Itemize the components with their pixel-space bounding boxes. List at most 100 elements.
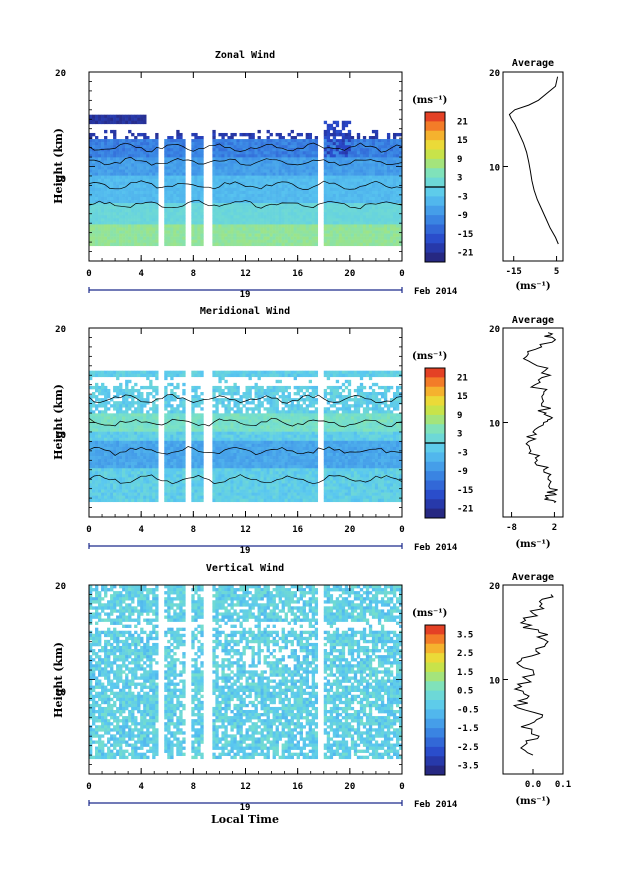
heatmap-cell (383, 166, 388, 170)
heatmap-cell (131, 200, 135, 204)
heatmap-cell (356, 154, 361, 158)
heatmap-cell (128, 227, 132, 231)
heatmap-cell (332, 178, 337, 183)
heatmap-cell (197, 151, 201, 155)
heatmap-cell (215, 148, 219, 152)
heatmap-cell (395, 154, 400, 158)
heatmap-cell (374, 224, 379, 228)
heatmap-cell (140, 242, 144, 247)
heatmap-cell (371, 221, 376, 225)
heatmap-cell (182, 236, 186, 240)
heatmap-cell (164, 419, 168, 423)
heatmap-cell (110, 465, 114, 469)
heatmap-cell (383, 215, 388, 219)
heatmap-cell (167, 209, 171, 213)
heatmap-cell (110, 477, 114, 481)
heatmap-cell (296, 242, 300, 247)
heatmap-cell (164, 440, 168, 445)
heatmap-cell (344, 196, 349, 201)
heatmap-cell (125, 401, 129, 405)
heatmap-cell (152, 373, 156, 378)
heatmap-cell (128, 196, 132, 201)
heatmap-cell (152, 215, 156, 219)
heatmap-cell (326, 212, 331, 216)
heatmap-cell (290, 196, 294, 201)
heatmap-cell (359, 236, 364, 240)
heatmap-cell (152, 486, 156, 490)
heatmap-cell (113, 483, 117, 487)
heatmap-cell (383, 203, 388, 207)
heatmap-cell (287, 209, 291, 213)
heatmap-cell (245, 242, 249, 247)
heatmap-cell (215, 178, 219, 183)
heatmap-cell (362, 178, 367, 183)
heatmap-cell (173, 151, 177, 155)
heatmap-cell (179, 434, 183, 439)
heatmap-cell (197, 422, 201, 426)
heatmap-cell (125, 178, 129, 183)
heatmap-cell (248, 193, 252, 198)
heatmap-cell (98, 446, 102, 451)
heatmap-cell (251, 212, 255, 216)
heatmap-cell (131, 233, 135, 237)
heatmap-cell (275, 200, 279, 204)
heatmap-cell (371, 193, 376, 198)
heatmap-cell (242, 169, 246, 173)
heatmap-cell (89, 425, 93, 429)
heatmap-cell (311, 227, 316, 231)
heatmap-cell (236, 187, 240, 192)
heatmap-cell (95, 471, 99, 475)
heatmap-cell (335, 221, 340, 225)
heatmap-cell (143, 428, 147, 432)
heatmap-cell (329, 233, 334, 237)
heatmap-cell (152, 419, 156, 423)
heatmap-cell (347, 184, 352, 189)
heatmap-cell (302, 166, 306, 170)
heatmap-cell (269, 178, 273, 183)
heatmap-cell (290, 209, 294, 213)
heatmap-cell (233, 151, 237, 155)
heatmap-cell (251, 233, 255, 237)
heatmap-cell (89, 376, 93, 381)
heatmap-cell (245, 193, 249, 198)
heatmap-cell (149, 230, 153, 234)
heatmap-cell (125, 233, 129, 237)
heatmap-cell (263, 139, 267, 143)
heatmap-cell (374, 175, 379, 179)
heatmap-cell (269, 218, 273, 222)
heatmap-cell (113, 190, 117, 195)
heatmap-cell (242, 193, 246, 198)
heatmap-cell (110, 480, 114, 484)
heatmap-cell (383, 169, 388, 173)
heatmap-cell (200, 157, 204, 161)
heatmap-cell (395, 193, 400, 198)
heatmap-cell (107, 498, 111, 503)
heatmap-cell (149, 169, 153, 173)
heatmap-cell (299, 169, 303, 173)
heatmap-cell (242, 172, 246, 176)
heatmap-cell (116, 446, 120, 451)
heatmap-cell (167, 410, 171, 414)
heatmap-cell (194, 190, 198, 195)
heatmap-cell (152, 196, 156, 201)
heatmap-cell (212, 132, 216, 137)
heatmap-cell (215, 370, 219, 375)
heatmap-cell (359, 166, 364, 170)
heatmap-cell (128, 379, 132, 384)
heatmap-cell (122, 492, 126, 496)
heatmap-cell (374, 218, 379, 222)
heatmap-cell (299, 175, 303, 179)
heatmap-cell (113, 242, 117, 247)
heatmap-cell (236, 239, 240, 244)
heatmap-cell (137, 193, 141, 198)
heatmap-cell (104, 498, 108, 503)
heatmap-cell (332, 200, 337, 204)
heatmap-cell (251, 142, 255, 146)
heatmap-cell (101, 209, 105, 213)
heatmap-cell (287, 242, 291, 247)
heatmap-cell (341, 230, 346, 234)
heatmap-cell (302, 221, 306, 225)
heatmap-cell (305, 193, 309, 198)
heatmap-cell (359, 190, 364, 195)
heatmap-cell (134, 136, 138, 140)
